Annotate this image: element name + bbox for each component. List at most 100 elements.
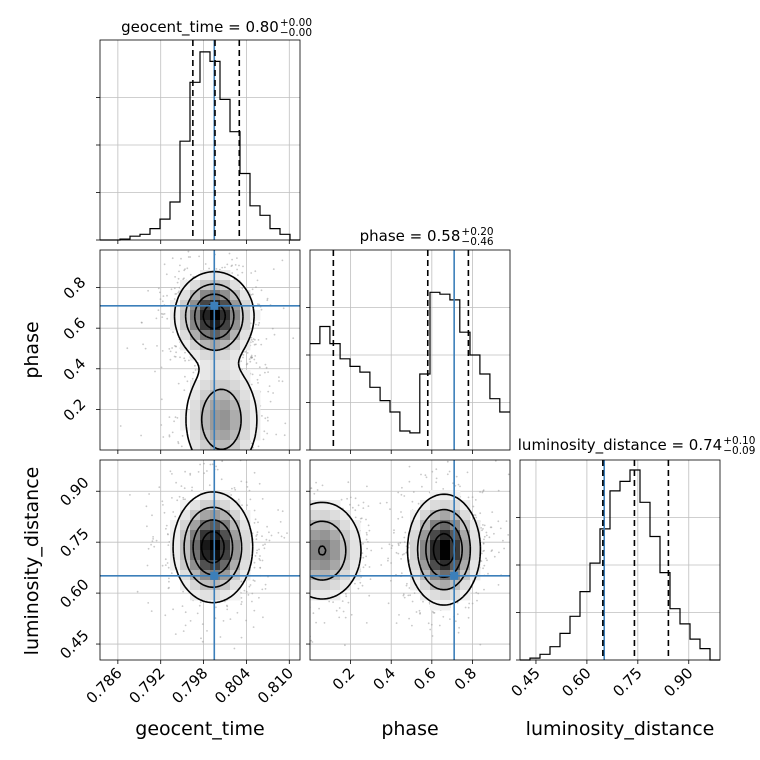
sample-point (398, 614, 400, 616)
density-cell (450, 540, 461, 551)
sample-point (211, 463, 214, 466)
density-cell (350, 560, 361, 571)
sample-point (187, 462, 189, 464)
sample-point (252, 476, 254, 478)
sample-point (430, 623, 433, 626)
sample-point (196, 612, 199, 615)
sample-point (246, 486, 249, 488)
sample-point (408, 480, 411, 483)
sample-point (486, 559, 488, 562)
sample-point (256, 378, 259, 381)
sample-point (256, 453, 258, 455)
sample-point (338, 607, 341, 609)
sample-point (231, 264, 234, 267)
density-cell (240, 520, 251, 531)
sample-point (401, 486, 403, 489)
sample-point (442, 615, 445, 618)
sample-point (456, 613, 459, 616)
sample-point (283, 506, 285, 508)
density-cell (200, 360, 211, 371)
density-cell (220, 440, 231, 450)
sample-point (344, 616, 347, 619)
density-cell (320, 590, 331, 601)
sample-point (302, 533, 304, 535)
density-cell (410, 530, 421, 541)
sample-point (229, 618, 232, 620)
sample-point (395, 551, 398, 554)
sample-point (162, 295, 165, 297)
density-cell (210, 410, 221, 421)
sample-point (387, 559, 389, 562)
density-cell (210, 440, 221, 450)
sample-point (263, 547, 266, 550)
sample-point (249, 498, 252, 501)
density-cell (180, 330, 191, 341)
sample-point (191, 377, 194, 380)
sample-point (482, 528, 484, 530)
sample-point (411, 600, 414, 603)
sample-point (160, 398, 163, 401)
sample-point (255, 538, 258, 541)
sample-point (362, 507, 365, 509)
sample-point (400, 511, 402, 513)
sample-point (256, 531, 259, 534)
sample-point (400, 493, 403, 496)
sample-point (254, 555, 257, 557)
sample-point (266, 525, 268, 528)
sample-point (497, 584, 500, 586)
density-cell (200, 420, 211, 431)
sample-point (253, 561, 256, 564)
sample-point (335, 609, 338, 612)
sample-point (245, 619, 248, 622)
sample-point (228, 252, 231, 255)
sample-point (162, 436, 165, 438)
density-cell (240, 530, 251, 541)
density-cell (210, 530, 221, 541)
truth-marker (210, 301, 219, 310)
sample-point (171, 347, 174, 349)
sample-point (303, 515, 305, 517)
sample-point (257, 382, 259, 384)
sample-point (170, 468, 172, 470)
sample-point (173, 420, 176, 423)
sample-point (257, 303, 259, 305)
sample-point (170, 572, 173, 575)
sample-point (405, 552, 408, 554)
density-cell (190, 380, 201, 391)
sample-point (275, 584, 277, 586)
sample-point (408, 587, 411, 589)
sample-point (359, 517, 362, 520)
sample-point (177, 291, 180, 294)
sample-point (152, 536, 155, 538)
sample-point (151, 540, 154, 543)
sample-point (181, 435, 184, 437)
sample-point (164, 614, 167, 617)
density-cell (350, 550, 361, 561)
density-cell (440, 550, 451, 561)
density-cell (170, 530, 181, 541)
sample-point (397, 552, 400, 555)
sample-point (158, 486, 161, 489)
sample-point (274, 502, 276, 504)
sample-point (308, 533, 310, 535)
sample-point (164, 564, 167, 566)
sample-point (483, 549, 485, 552)
sample-point (301, 461, 303, 463)
panel-frame (99, 249, 301, 451)
sample-point (467, 616, 470, 619)
sample-point (406, 582, 408, 585)
sample-point (285, 587, 287, 589)
sample-point (502, 539, 504, 542)
density-cell (230, 330, 241, 341)
sample-point (193, 463, 195, 465)
density-cell (410, 540, 421, 551)
density-cell (450, 510, 461, 521)
density-cell (230, 530, 241, 541)
density-cell (420, 500, 431, 511)
sample-point (420, 473, 422, 476)
sample-point (490, 526, 493, 529)
sample-point (262, 485, 264, 487)
sample-point (147, 602, 150, 604)
density-cell (230, 380, 241, 391)
density-cell (230, 310, 241, 321)
